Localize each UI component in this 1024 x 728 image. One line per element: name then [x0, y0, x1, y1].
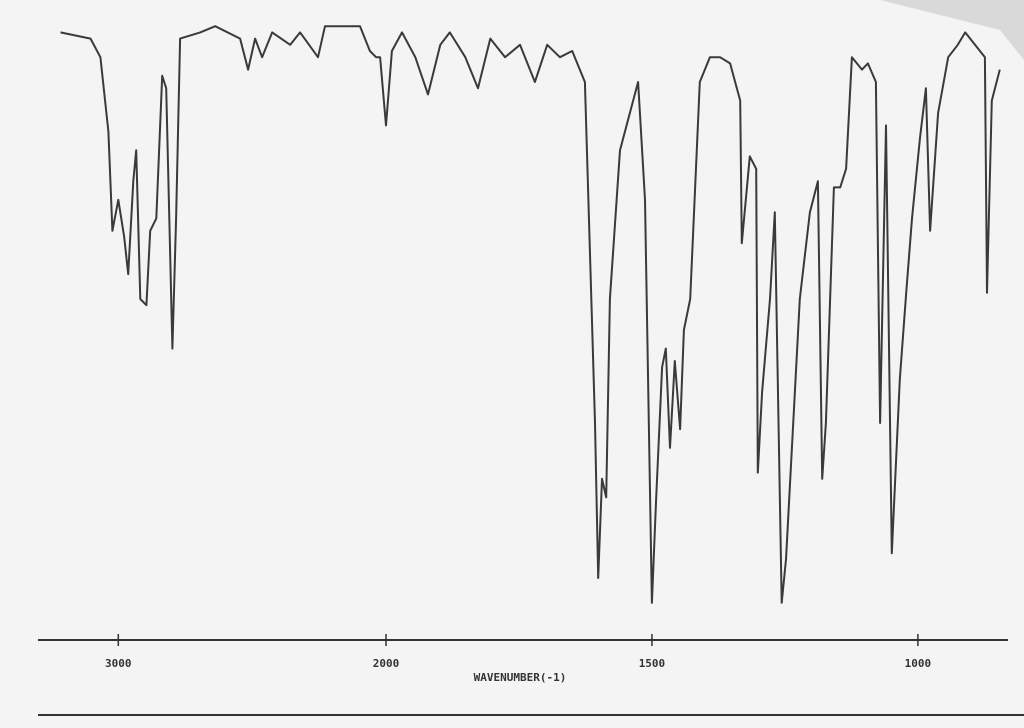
spectrum-line: [60, 25, 1001, 604]
x-tick-label: 3000: [105, 657, 132, 670]
x-axis-label: WAVENUMBER(-1): [474, 671, 567, 684]
x-tick-label: 2000: [373, 657, 400, 670]
x-tick-label: 1500: [639, 657, 666, 670]
x-tick-label: 1000: [905, 657, 932, 670]
